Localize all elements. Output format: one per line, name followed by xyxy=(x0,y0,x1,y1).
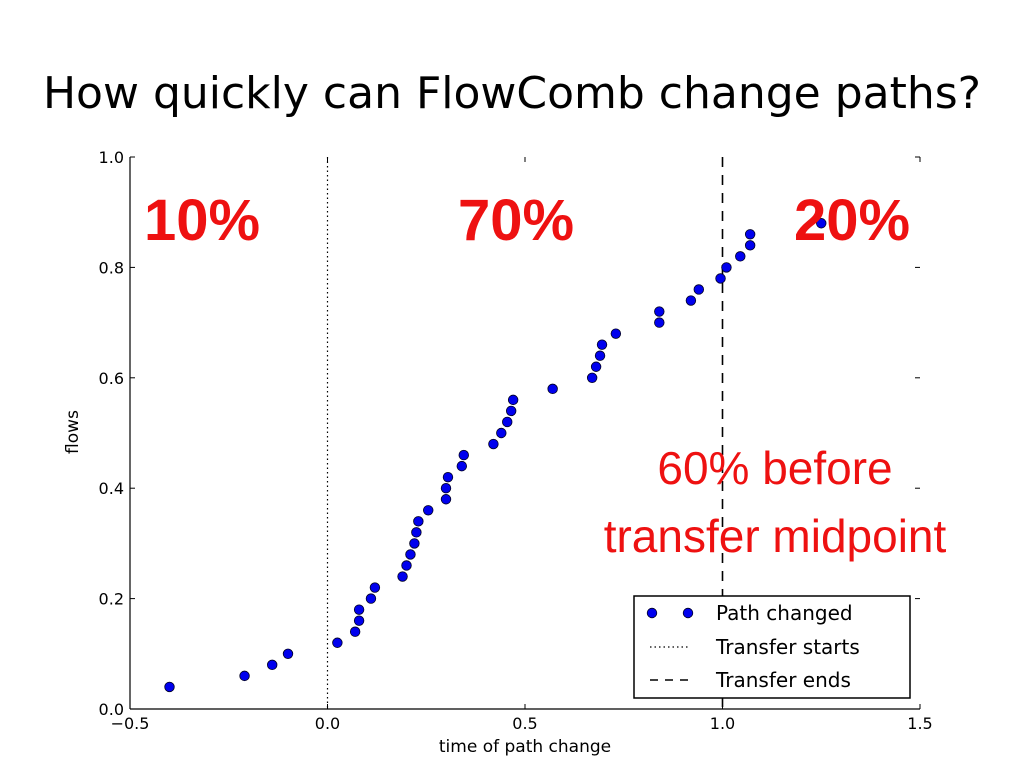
data-point xyxy=(413,516,424,527)
y-tick-label: 0.4 xyxy=(99,479,124,498)
data-points xyxy=(164,218,827,693)
data-point xyxy=(164,681,175,693)
data-point xyxy=(397,571,408,582)
data-point xyxy=(744,240,756,251)
y-tick-label: 0.0 xyxy=(99,700,124,719)
data-point xyxy=(654,306,665,317)
data-point xyxy=(369,582,381,593)
legend-marker-path-changed xyxy=(646,607,658,619)
data-point xyxy=(353,604,365,615)
data-point xyxy=(596,339,608,350)
data-point xyxy=(440,483,452,494)
data-point xyxy=(693,284,705,295)
data-point xyxy=(488,438,499,450)
data-point xyxy=(423,505,434,516)
data-point xyxy=(715,273,726,284)
x-tick-label: 0.5 xyxy=(512,714,537,733)
y-tick-label: 0.2 xyxy=(99,590,124,609)
y-tick-label: 1.0 xyxy=(99,148,124,167)
data-point xyxy=(456,460,468,472)
y-tick-label: 0.8 xyxy=(99,258,124,277)
data-point xyxy=(547,383,558,395)
legend-marker-path-changed xyxy=(682,607,694,619)
annotation-note-line2: transfer midpoint xyxy=(604,510,947,562)
data-point xyxy=(409,538,420,549)
data-point xyxy=(365,593,377,604)
y-tick-label: 0.6 xyxy=(99,369,124,388)
data-point xyxy=(442,471,454,483)
data-point xyxy=(816,218,827,229)
data-point xyxy=(586,372,598,384)
data-point xyxy=(744,229,756,240)
legend-label-transfer-ends: Transfer ends xyxy=(715,668,851,692)
data-point xyxy=(332,637,343,648)
data-point xyxy=(594,350,606,361)
data-point xyxy=(590,361,602,372)
data-point xyxy=(735,251,746,262)
legend-label-transfer-starts: Transfer starts xyxy=(715,635,860,659)
data-point xyxy=(411,527,422,538)
data-point xyxy=(267,659,278,671)
annotation-pct-after: 20% xyxy=(794,188,910,253)
data-point xyxy=(610,328,622,339)
annotation-note-line1: 60% before xyxy=(657,442,892,494)
x-axis-label: time of path change xyxy=(439,737,611,757)
data-point xyxy=(440,494,452,505)
data-point xyxy=(239,670,250,682)
data-point xyxy=(282,648,294,660)
data-point xyxy=(721,262,732,273)
data-point xyxy=(685,295,697,306)
chart-legend: Path changed Transfer starts Transfer en… xyxy=(633,595,911,699)
x-tick-label: −0.5 xyxy=(111,714,150,733)
data-point xyxy=(458,449,469,461)
data-point xyxy=(654,317,665,328)
data-point xyxy=(353,615,365,626)
data-point xyxy=(505,405,517,417)
annotation-pct-before: 10% xyxy=(144,188,260,253)
legend-label-path-changed: Path changed xyxy=(716,601,853,625)
axis-ticks: −0.5 0.0 0.5 1.0 1.50.00.20.40.60.81.0 xyxy=(99,148,933,733)
slide-title: How quickly can FlowComb change paths? xyxy=(42,68,982,119)
data-point xyxy=(507,394,519,406)
data-point xyxy=(349,626,361,637)
y-axis-label: flows xyxy=(63,410,83,454)
x-tick-label: 1.0 xyxy=(710,714,735,733)
data-point xyxy=(502,416,513,428)
legend-frame xyxy=(633,595,911,699)
annotation-pct-during: 70% xyxy=(458,188,574,253)
data-point xyxy=(496,427,507,439)
data-point xyxy=(401,560,412,571)
x-tick-label: 1.5 xyxy=(907,714,932,733)
x-tick-label: 0.0 xyxy=(315,714,340,733)
data-point xyxy=(405,549,416,560)
